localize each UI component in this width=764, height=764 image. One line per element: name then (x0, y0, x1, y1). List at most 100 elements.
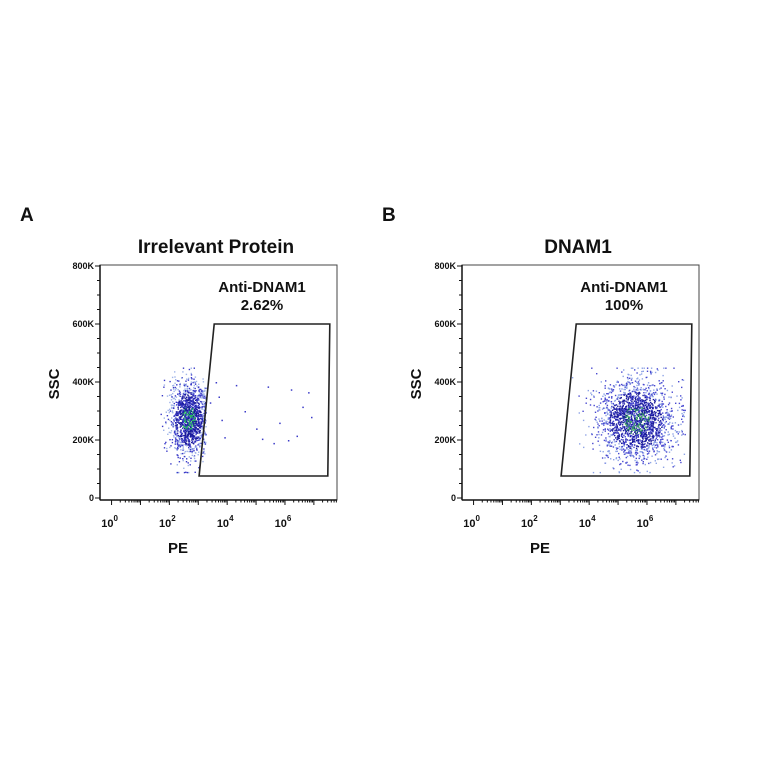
event-dot (659, 443, 662, 445)
event-dot (609, 436, 611, 438)
event-dot (192, 398, 195, 400)
event-dot (201, 407, 203, 409)
event-dot (189, 410, 191, 412)
event-dot (636, 393, 638, 395)
event-dot (640, 402, 642, 405)
event-dot (661, 438, 663, 440)
event-dot (643, 458, 646, 460)
event-dot (192, 412, 195, 414)
event-dot (650, 401, 652, 404)
event-dot (634, 392, 637, 394)
event-dot (202, 460, 204, 463)
event-dot (202, 420, 204, 422)
event-dot (604, 457, 606, 459)
event-dot (655, 433, 657, 435)
y-tick-label: 200K (72, 435, 94, 445)
event-dot (192, 389, 195, 392)
event-dot (607, 393, 609, 395)
event-dot (184, 438, 187, 440)
event-dot (203, 412, 205, 415)
event-dot (622, 384, 624, 387)
event-dot (633, 400, 636, 402)
event-dot (641, 407, 643, 409)
event-dot (667, 431, 669, 433)
event-dot (598, 392, 600, 394)
event-dot (189, 421, 191, 423)
event-dot (618, 436, 620, 438)
event-dot (188, 401, 190, 404)
event-dot (178, 419, 180, 422)
event-dot (185, 383, 187, 385)
event-dot (671, 385, 673, 387)
event-dot (193, 417, 196, 420)
event-dot (183, 393, 185, 396)
event-dot (648, 387, 650, 390)
event-dot (626, 376, 629, 379)
event-dot (637, 392, 639, 394)
event-dot (649, 420, 652, 423)
event-dot (194, 407, 196, 409)
event-dot (629, 451, 632, 453)
event-dot (612, 402, 614, 405)
event-dot (656, 389, 658, 391)
event-dot (628, 402, 631, 404)
event-dot (610, 407, 612, 409)
event-dot (634, 421, 637, 423)
event-dot (630, 415, 633, 418)
event-dot (606, 406, 608, 409)
event-dot (221, 419, 223, 422)
event-dot (634, 403, 637, 405)
event-dot (650, 414, 652, 417)
event-dot (190, 441, 193, 444)
event-dot (651, 411, 653, 414)
event-dot (166, 450, 168, 452)
y-tick-label: 200K (434, 435, 456, 445)
event-dot (591, 433, 593, 436)
event-dot (642, 462, 644, 465)
event-dot (651, 417, 654, 419)
event-dot (185, 421, 187, 424)
event-dot (619, 418, 622, 421)
event-dot (201, 451, 203, 453)
event-dot (637, 433, 640, 436)
event-dot (657, 432, 659, 435)
event-dot (649, 397, 651, 400)
event-dot (634, 404, 636, 407)
event-dot (188, 444, 190, 446)
event-dot (643, 401, 645, 403)
event-dot (192, 394, 194, 396)
event-dot (166, 415, 169, 417)
event-dot (623, 443, 626, 445)
event-dot (622, 439, 624, 441)
event-dot (614, 441, 616, 443)
event-dot (658, 380, 660, 382)
x-tick-label: 100 (101, 514, 118, 530)
event-dot (183, 392, 186, 394)
event-dot (198, 407, 201, 409)
event-dot (179, 410, 181, 412)
event-dot (623, 407, 626, 410)
event-dot (670, 414, 673, 416)
event-dot (634, 430, 636, 432)
event-dot (611, 421, 614, 423)
event-dot (302, 406, 304, 409)
event-dot (661, 394, 663, 396)
event-dot (638, 383, 640, 385)
event-dot (180, 406, 182, 409)
event-dot (629, 428, 632, 430)
event-dot (632, 439, 634, 441)
event-dot (627, 445, 630, 447)
event-dot (296, 435, 298, 438)
event-dot (635, 464, 637, 466)
event-dot (643, 403, 646, 405)
event-dot (652, 423, 655, 425)
event-dot (619, 427, 622, 429)
event-dot (637, 403, 640, 405)
event-dot (188, 424, 191, 426)
event-dot (178, 401, 180, 403)
event-dot (194, 376, 197, 378)
event-dot (167, 409, 169, 412)
event-dot (633, 425, 635, 427)
event-dot (648, 410, 650, 412)
event-dot (204, 432, 206, 434)
